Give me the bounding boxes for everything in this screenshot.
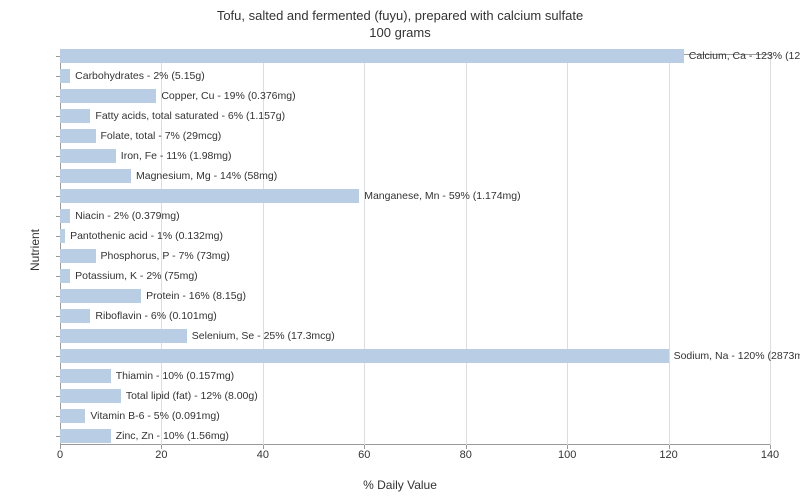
nutrient-label: Copper, Cu - 19% (0.376mg): [156, 89, 295, 103]
x-tick-label: 40: [257, 449, 269, 461]
plot-area: 020406080100120140Calcium, Ca - 123% (12…: [60, 54, 771, 445]
x-tick-label: 80: [460, 449, 472, 461]
nutrient-label: Pantothenic acid - 1% (0.132mg): [65, 229, 223, 243]
nutrient-bar: [60, 209, 70, 223]
nutrient-label: Fatty acids, total saturated - 6% (1.157…: [90, 109, 285, 123]
bar-row: Folate, total - 7% (29mcg): [60, 129, 770, 143]
bar-row: Calcium, Ca - 123% (1229mg): [60, 49, 770, 63]
nutrient-bar: [60, 389, 121, 403]
nutrient-bar: [60, 329, 187, 343]
bar-row: Fatty acids, total saturated - 6% (1.157…: [60, 109, 770, 123]
nutrient-bar: [60, 249, 96, 263]
chart-title-line1: Tofu, salted and fermented (fuyu), prepa…: [0, 8, 800, 25]
nutrient-bar: [60, 309, 90, 323]
bar-row: Protein - 16% (8.15g): [60, 289, 770, 303]
nutrient-bar: [60, 269, 70, 283]
x-tick-label: 0: [57, 449, 63, 461]
nutrient-bar: [60, 69, 70, 83]
nutrient-label: Riboflavin - 6% (0.101mg): [90, 309, 216, 323]
nutrient-bar: [60, 409, 85, 423]
x-tick-label: 100: [558, 449, 576, 461]
nutrient-label: Sodium, Na - 120% (2873mg): [669, 349, 800, 363]
nutrient-bar: [60, 189, 359, 203]
nutrient-label: Phosphorus, P - 7% (73mg): [96, 249, 230, 263]
bar-row: Manganese, Mn - 59% (1.174mg): [60, 189, 770, 203]
nutrient-bar: [60, 369, 111, 383]
bar-row: Vitamin B-6 - 5% (0.091mg): [60, 409, 770, 423]
chart-title-line2: 100 grams: [0, 25, 800, 42]
nutrient-bar: [60, 49, 684, 63]
nutrient-bar: [60, 89, 156, 103]
bar-row: Sodium, Na - 120% (2873mg): [60, 349, 770, 363]
nutrient-bar: [60, 429, 111, 443]
nutrient-bar: [60, 149, 116, 163]
bar-row: Zinc, Zn - 10% (1.56mg): [60, 429, 770, 443]
bar-row: Selenium, Se - 25% (17.3mcg): [60, 329, 770, 343]
nutrient-label: Zinc, Zn - 10% (1.56mg): [111, 429, 229, 443]
bar-row: Pantothenic acid - 1% (0.132mg): [60, 229, 770, 243]
nutrient-label: Iron, Fe - 11% (1.98mg): [116, 149, 232, 163]
bar-row: Phosphorus, P - 7% (73mg): [60, 249, 770, 263]
nutrient-bar: [60, 169, 131, 183]
bar-row: Potassium, K - 2% (75mg): [60, 269, 770, 283]
nutrient-label: Manganese, Mn - 59% (1.174mg): [359, 189, 520, 203]
nutrient-bar: [60, 109, 90, 123]
nutrient-label: Thiamin - 10% (0.157mg): [111, 369, 234, 383]
grid-line: [770, 55, 771, 445]
nutrient-bar: [60, 289, 141, 303]
x-tick-label: 120: [659, 449, 677, 461]
nutrient-label: Folate, total - 7% (29mcg): [96, 129, 222, 143]
nutrient-bar: [60, 129, 96, 143]
chart-title: Tofu, salted and fermented (fuyu), prepa…: [0, 0, 800, 42]
nutrient-label: Protein - 16% (8.15g): [141, 289, 246, 303]
bar-row: Magnesium, Mg - 14% (58mg): [60, 169, 770, 183]
nutrient-label: Potassium, K - 2% (75mg): [70, 269, 198, 283]
bar-row: Total lipid (fat) - 12% (8.00g): [60, 389, 770, 403]
nutrient-label: Niacin - 2% (0.379mg): [70, 209, 179, 223]
x-axis-line: [60, 444, 770, 445]
nutrient-label: Magnesium, Mg - 14% (58mg): [131, 169, 277, 183]
bar-row: Riboflavin - 6% (0.101mg): [60, 309, 770, 323]
bar-row: Carbohydrates - 2% (5.15g): [60, 69, 770, 83]
nutrient-chart: Tofu, salted and fermented (fuyu), prepa…: [0, 0, 800, 500]
nutrient-label: Calcium, Ca - 123% (1229mg): [684, 49, 800, 63]
bar-row: Thiamin - 10% (0.157mg): [60, 369, 770, 383]
nutrient-label: Carbohydrates - 2% (5.15g): [70, 69, 205, 83]
bar-row: Iron, Fe - 11% (1.98mg): [60, 149, 770, 163]
x-tick-label: 140: [761, 449, 779, 461]
y-axis-label: Nutrient: [28, 229, 42, 271]
x-tick-label: 20: [155, 449, 167, 461]
x-tick-label: 60: [358, 449, 370, 461]
nutrient-label: Vitamin B-6 - 5% (0.091mg): [85, 409, 219, 423]
nutrient-label: Selenium, Se - 25% (17.3mcg): [187, 329, 335, 343]
bar-row: Copper, Cu - 19% (0.376mg): [60, 89, 770, 103]
nutrient-bar: [60, 349, 669, 363]
nutrient-label: Total lipid (fat) - 12% (8.00g): [121, 389, 258, 403]
bar-row: Niacin - 2% (0.379mg): [60, 209, 770, 223]
x-axis-label: % Daily Value: [363, 478, 437, 492]
